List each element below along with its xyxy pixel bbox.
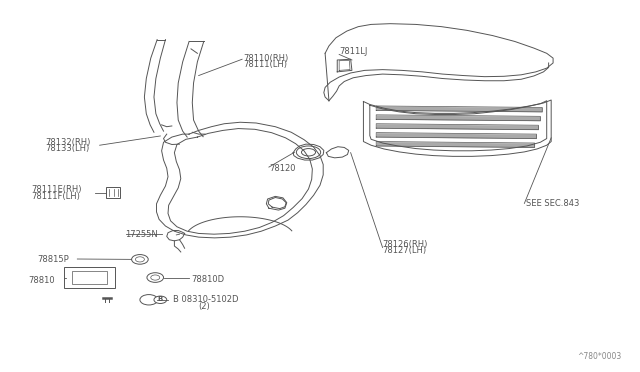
Text: 78127(LH): 78127(LH) [383, 246, 427, 255]
Text: 78111(LH): 78111(LH) [243, 60, 287, 69]
Text: 78132(RH): 78132(RH) [45, 138, 91, 147]
Text: ^780*0003: ^780*0003 [577, 352, 621, 361]
Text: 78815P: 78815P [38, 254, 70, 263]
Text: 78110(RH): 78110(RH) [243, 54, 289, 62]
Text: B: B [157, 296, 163, 302]
Text: (2): (2) [198, 302, 211, 311]
Text: B 08310-5102D: B 08310-5102D [173, 295, 239, 304]
Text: 78120: 78120 [269, 164, 296, 173]
Text: 78111E(RH): 78111E(RH) [31, 185, 82, 194]
Circle shape [154, 296, 167, 304]
Text: 78133(LH): 78133(LH) [45, 144, 90, 153]
Text: 78810: 78810 [28, 276, 55, 285]
Bar [72, 271, 107, 284]
Text: 17255N: 17255N [125, 230, 158, 240]
Text: 78126(RH): 78126(RH) [383, 240, 428, 249]
Text: 78111F(LH): 78111F(LH) [31, 192, 80, 201]
Text: 7811LJ: 7811LJ [339, 47, 367, 56]
Text: 78810D: 78810D [191, 275, 224, 284]
Text: SEE SEC.843: SEE SEC.843 [525, 199, 579, 208]
